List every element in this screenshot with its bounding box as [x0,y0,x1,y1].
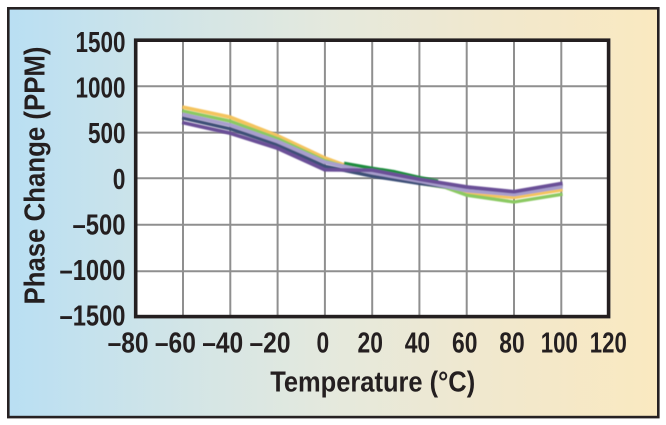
svg-text:–40: –40 [202,328,243,360]
svg-text:500: 500 [88,118,126,150]
svg-text:–1500: –1500 [60,300,126,332]
svg-text:20: 20 [358,328,383,360]
svg-text:1500: 1500 [76,27,126,59]
svg-text:0: 0 [317,328,330,360]
svg-text:80: 80 [499,328,524,360]
svg-text:1000: 1000 [76,73,126,105]
svg-text:120: 120 [590,328,627,360]
svg-text:–20: –20 [250,328,291,360]
svg-text:Temperature (°C): Temperature (°C) [270,367,475,399]
svg-text:–80: –80 [108,328,149,360]
svg-text:40: 40 [405,328,430,360]
svg-text:–1000: –1000 [60,255,126,287]
svg-text:60: 60 [452,328,477,360]
svg-text:0: 0 [113,164,126,196]
svg-text:Phase Change (PPM): Phase Change (PPM) [20,47,52,305]
svg-text:100: 100 [541,328,578,360]
svg-text:–500: –500 [73,209,126,241]
svg-text:–60: –60 [155,328,196,360]
